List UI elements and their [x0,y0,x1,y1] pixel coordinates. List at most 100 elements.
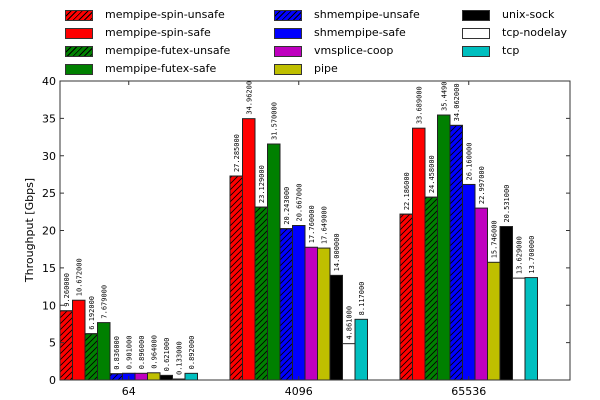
y-tick-label: 30 [42,150,56,163]
value-label-shmempipe-unsafe-4096: 20.243000 [283,187,291,225]
bar-shmempipe-safe-65536 [462,183,476,381]
legend-label: mempipe-futex-unsafe [105,44,231,57]
value-label-mempipe-spin-unsafe-65536: 22.186000 [403,172,411,210]
value-label-mempipe-futex-safe-64: 7.679000 [101,285,109,319]
value-label-mempipe-spin-safe-65536: 33.689000 [416,86,424,124]
bar-hatch-mempipe-futex-unsafe-4096 [254,206,268,381]
bar-hatch-shmempipe-unsafe-64 [109,373,123,381]
value-label-mempipe-futex-unsafe-64: 6.192000 [88,296,96,330]
x-axis: 64 4096 65536 [122,81,486,398]
bar-pipe-65536 [487,261,501,381]
legend-swatch [274,46,302,57]
y-tick-label: 40 [42,75,56,88]
legend-label: unix-sock [502,8,555,21]
y-tick-label: 20 [42,225,56,238]
value-label-vmsplice-coop-4096: 17.760000 [308,205,316,243]
value-label-mempipe-futex-safe-65536: 35.4490 [441,82,449,112]
y-tick-label: 0 [49,374,56,387]
legend-label: mempipe-spin-unsafe [105,8,225,21]
bar-tcp-nodelay-4096 [342,343,356,381]
bar-hatch-mempipe-futex-unsafe-64 [84,333,98,381]
legend-label: mempipe-futex-safe [105,62,217,75]
y-tick-label: 10 [42,299,56,312]
value-label-shmempipe-safe-65536: 26.160000 [466,143,474,181]
value-label-mempipe-futex-unsafe-4096: 23.129000 [258,165,266,203]
legend-swatch [462,46,490,57]
legend-swatch [274,10,302,21]
value-label-tcp-64: 0.892000 [188,336,196,370]
bar-vmsplice-coop-4096 [304,246,318,381]
value-label-pipe-65536: 15.746000 [491,220,499,258]
value-label-tcp-nodelay-65536: 13.629000 [516,236,524,274]
bar-tcp-65536 [524,277,538,381]
value-label-tcp-nodelay-64: 0.133000 [176,341,184,375]
bar-hatch-mempipe-spin-unsafe-64 [59,310,73,381]
value-label-tcp-nodelay-4096: 4.861000 [346,306,354,340]
legend-swatch [462,10,490,21]
value-label-pipe-64: 0.964000 [151,335,159,369]
legend-label: shmempipe-unsafe [314,8,420,21]
value-labels-layer: 9.260000 10.672000 6.192000 7.679000 0.83600… [63,81,536,375]
value-label-vmsplice-coop-64: 0.896000 [138,336,146,370]
legend-swatch [274,64,302,75]
legend-label: tcp [502,44,520,57]
value-label-tcp-4096: 8.117000 [358,282,366,316]
value-label-mempipe-spin-unsafe-64: 9.260000 [63,273,71,307]
bar-hatch-mempipe-spin-unsafe-4096 [229,175,243,381]
bar-vmsplice-coop-65536 [474,207,488,381]
legend-swatch [274,28,302,39]
y-tick-label: 15 [42,262,56,275]
bar-mempipe-futex-safe-65536 [437,114,451,381]
x-tick-label: 64 [122,385,136,398]
value-label-vmsplice-coop-65536: 22.997000 [478,166,486,204]
y-tick-label: 35 [42,112,56,125]
legend-swatch [462,28,490,39]
y-tick-label: 25 [42,187,56,200]
legend-label: pipe [314,62,338,75]
bar-hatch-mempipe-futex-unsafe-65536 [424,196,438,381]
bar-pipe-4096 [317,247,331,381]
bars-layer [59,114,538,381]
bar-mempipe-spin-safe-64 [72,299,86,381]
bar-pipe-64 [147,372,161,381]
bar-hatch-shmempipe-unsafe-4096 [279,228,293,381]
value-label-mempipe-spin-unsafe-4096: 27.285000 [233,134,241,172]
bar-unix-sock-64 [159,374,173,381]
legend-swatch [65,28,93,39]
value-label-unix-sock-64: 0.621000 [163,338,171,372]
legend-label: shmempipe-safe [314,26,406,39]
bar-hatch-shmempipe-unsafe-65536 [449,124,463,381]
legend-swatch [65,64,93,75]
value-label-unix-sock-65536: 20.531000 [503,185,511,223]
value-label-shmempipe-safe-64: 0.901000 [126,336,134,370]
bar-mempipe-futex-safe-4096 [267,143,281,381]
bar-unix-sock-4096 [329,274,343,381]
value-label-shmempipe-unsafe-64: 0.836000 [113,336,121,370]
value-label-tcp-65536: 13.700000 [528,236,536,274]
y-tick-label: 5 [49,337,56,350]
bar-mempipe-spin-safe-4096 [242,118,256,381]
y-axis: 0 5 10 15 20 25 30 35 40 [42,75,570,387]
bar-tcp-64 [184,372,198,381]
value-label-pipe-4096: 17.649000 [321,206,329,244]
legend-label: mempipe-spin-safe [105,26,211,39]
value-label-unix-sock-4096: 14.000000 [333,233,341,271]
bar-mempipe-futex-safe-64 [97,322,111,381]
bar-hatch-mempipe-spin-unsafe-65536 [399,213,413,381]
value-label-mempipe-futex-unsafe-65536: 24.458000 [428,155,436,193]
x-tick-label: 65536 [451,385,486,398]
legend-swatch [65,10,93,21]
value-label-shmempipe-safe-4096: 20.667000 [296,184,304,222]
value-label-shmempipe-unsafe-65536: 34.062000 [453,83,461,121]
bar-shmempipe-safe-4096 [292,225,306,381]
bar-unix-sock-65536 [499,226,513,381]
value-label-mempipe-spin-safe-64: 10.672000 [76,258,84,296]
value-label-mempipe-spin-safe-4096: 34.96200 [246,81,254,115]
value-label-mempipe-futex-safe-4096: 31.570000 [271,102,279,140]
legend-swatch [65,46,93,57]
legend-label: vmsplice-coop [314,44,394,57]
legend-label: tcp-nodelay [502,26,568,39]
bar-tcp-4096 [354,318,368,381]
bar-tcp-nodelay-65536 [512,277,526,381]
